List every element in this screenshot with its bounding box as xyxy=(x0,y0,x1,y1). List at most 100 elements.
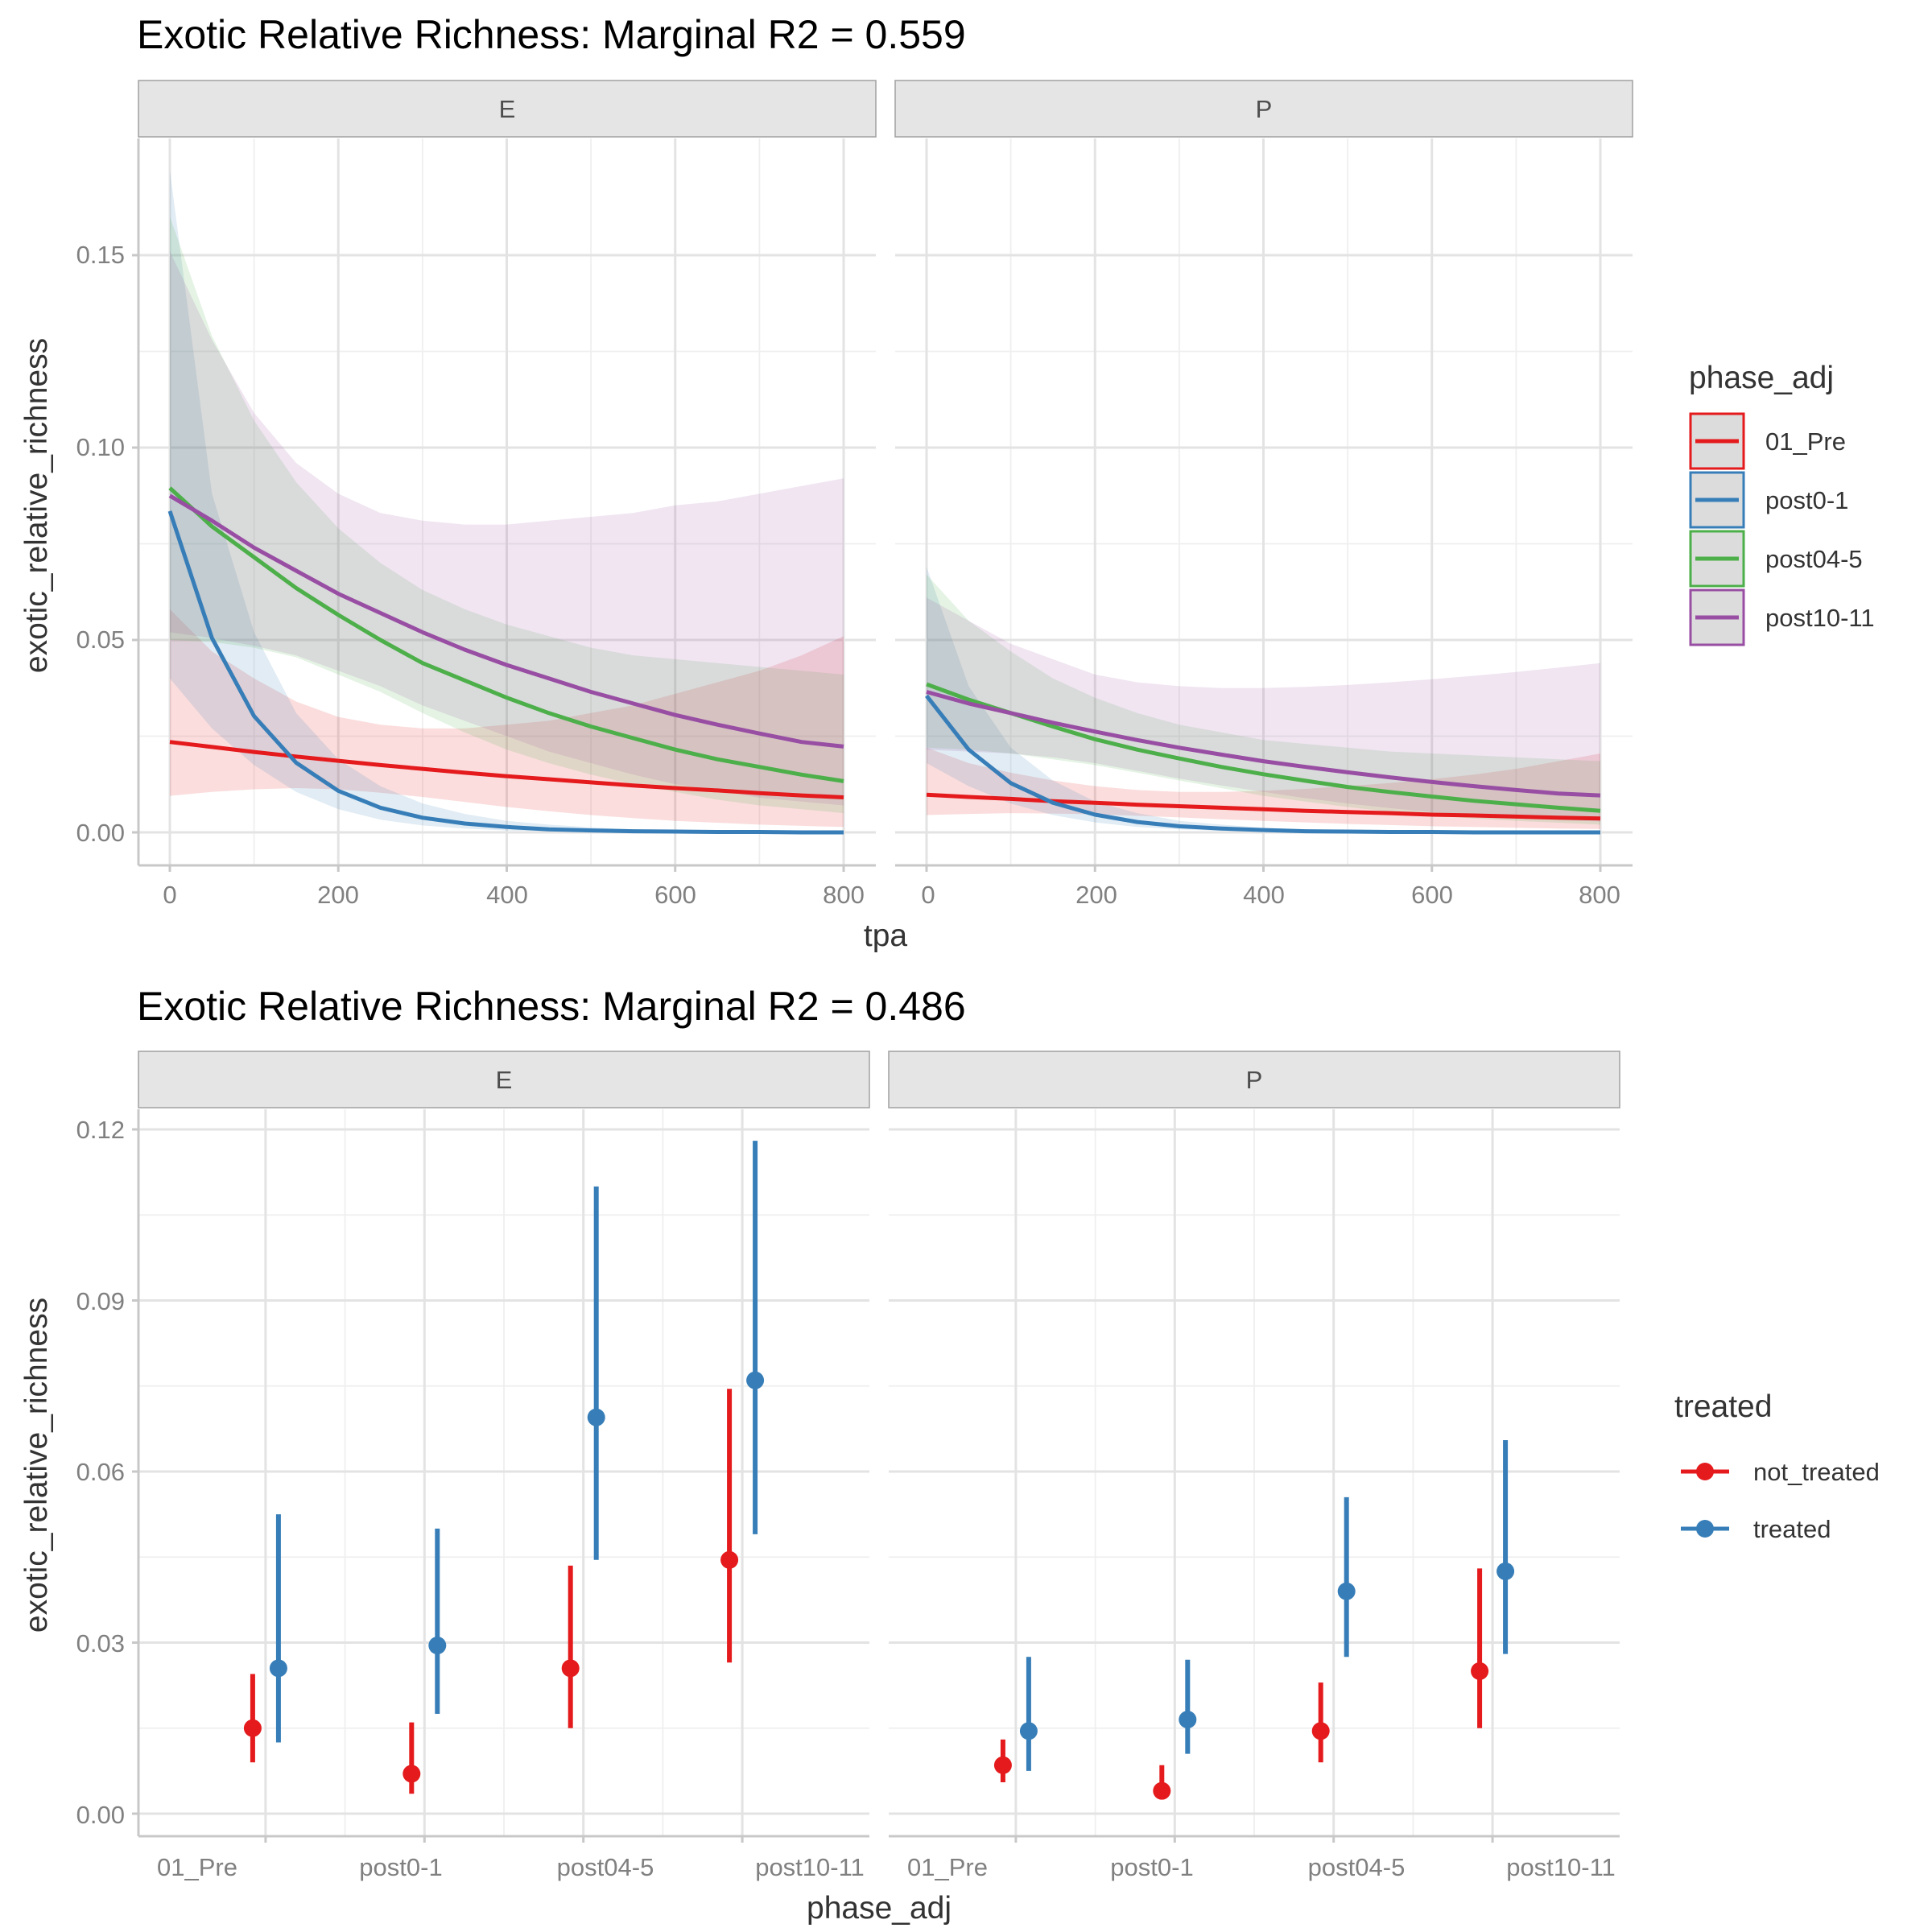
ribbon-post10-11-p xyxy=(927,597,1600,822)
chart2-y-tick-labels: 0.00 0.03 0.06 0.09 0.12 xyxy=(76,1116,125,1829)
chart2-y-tick-label: 0.06 xyxy=(76,1458,125,1486)
chart2-e-axes xyxy=(132,1109,869,1843)
point-treated-01-pre-p xyxy=(1019,1722,1038,1740)
line-post04-5-p xyxy=(926,682,1601,813)
chart1-strip-e-label: E xyxy=(499,95,516,123)
chart1-e-lines xyxy=(167,486,844,835)
point-treated-post0-1-p xyxy=(1179,1711,1197,1729)
legend-label-post04-5: post04-5 xyxy=(1765,545,1863,573)
chart1-x-tick-label: 400 xyxy=(486,881,528,909)
chart1-x-tick-label: 400 xyxy=(1243,881,1285,909)
chart2-x-tick-label: post0-1 xyxy=(1110,1853,1193,1881)
ribbon-post04-5-e xyxy=(170,217,844,814)
point-not-treated-post0-1-p xyxy=(1153,1781,1171,1800)
point-treated-post0-1-e xyxy=(428,1637,447,1655)
chart1-x-tick-labels-e: 0 200 400 600 800 xyxy=(163,881,864,909)
chart2-p-marks xyxy=(993,1440,1515,1800)
chart1-y-axis-title: exotic_relative_richness xyxy=(19,338,54,673)
chart1-y-tick-labels: 0.00 0.05 0.10 0.15 xyxy=(76,241,125,847)
legend-label-01-pre: 01_Pre xyxy=(1765,427,1846,456)
point-not-treated-post10-11-p xyxy=(1471,1662,1489,1680)
ribbon-post10-11-e xyxy=(170,251,844,806)
chart2-strip-p xyxy=(888,1051,1620,1108)
chart2-x-tick-label: post04-5 xyxy=(557,1853,654,1881)
ribbon-01-pre-p xyxy=(927,747,1600,829)
chart2-strip-p-label: P xyxy=(1246,1066,1263,1094)
ribbon-01-pre-e xyxy=(170,609,844,828)
chart1-strip-p-label: P xyxy=(1256,95,1273,123)
chart1-strip-p xyxy=(894,80,1633,138)
chart1-x-tick-labels-p: 0 200 400 600 800 xyxy=(921,881,1620,909)
chart1-legend-title: phase_adj xyxy=(1689,361,1834,395)
legend-label-treated: treated xyxy=(1753,1515,1831,1543)
point-not-treated-post10-11-e xyxy=(720,1550,739,1569)
chart1-title: Exotic Relative Richness: Marginal R2 = … xyxy=(137,12,966,57)
point-treated-01-pre-e xyxy=(269,1659,287,1678)
chart2-x-tick-label: post10-11 xyxy=(755,1853,865,1881)
chart2-y-tick-label: 0.03 xyxy=(76,1629,125,1657)
chart1-y-tick-label: 0.05 xyxy=(76,625,125,654)
point-not-treated-01-pre-e xyxy=(243,1719,262,1737)
chart1-p-axes xyxy=(895,864,1633,872)
chart1-x-tick-label: 0 xyxy=(921,881,935,909)
line-01-pre-p xyxy=(926,792,1601,821)
point-treated-post10-11-e xyxy=(746,1371,765,1389)
legend-label-post0-1: post0-1 xyxy=(1765,486,1848,514)
line-post0-1-p xyxy=(925,694,1600,835)
chart2-x-tick-labels-e: 01_Pre post0-1 post04-5 post10-11 xyxy=(157,1853,865,1881)
chart2-legend-title: treated xyxy=(1674,1389,1772,1424)
chart1-x-tick-label: 200 xyxy=(1075,881,1117,909)
legend-label-not-treated: not_treated xyxy=(1753,1458,1880,1486)
chart1-legend: phase_adj 01_Pre post0-1 post04-5 post10… xyxy=(1689,361,1875,646)
chart1-x-tick-label: 600 xyxy=(1411,881,1453,909)
point-treated-post04-5-p xyxy=(1337,1582,1356,1600)
chart1-x-axis-title: tpa xyxy=(864,919,908,953)
chart2-x-axis-title: phase_adj xyxy=(807,1891,952,1926)
chart2-y-tick-label: 0.12 xyxy=(76,1116,125,1144)
point-not-treated-post04-5-e xyxy=(561,1659,580,1678)
ribbon-post04-5-p xyxy=(927,574,1600,825)
chart1-panel-p: P xyxy=(894,80,1633,872)
chart1-x-tick-label: 600 xyxy=(654,881,696,909)
chart1-x-tick-label: 0 xyxy=(163,881,176,909)
chart2-e-marks xyxy=(243,1141,765,1794)
legend-label-post10-11: post10-11 xyxy=(1765,604,1875,632)
chart2-panel-e: E xyxy=(132,1051,870,1843)
line-post04-5-e xyxy=(168,486,844,783)
chart2-x-tick-label: 01_Pre xyxy=(157,1853,237,1881)
chart1-y-tick-label: 0.00 xyxy=(76,819,125,847)
chart1-panel-e: E xyxy=(132,80,877,872)
chart2-x-tick-labels-p: 01_Pre post0-1 post04-5 post10-11 xyxy=(907,1853,1616,1881)
chart1-strip-e xyxy=(138,80,877,138)
chart1-e-axes xyxy=(132,138,876,872)
line-post0-1-e xyxy=(167,510,844,835)
chart1-y-tick-label: 0.10 xyxy=(76,433,125,461)
chart1-legend-keys xyxy=(1689,412,1745,646)
chart2-legend-keys xyxy=(1681,1463,1729,1538)
point-treated-post04-5-e xyxy=(587,1408,605,1426)
point-not-treated-post0-1-e xyxy=(402,1765,421,1783)
chart1-e-grid xyxy=(138,138,876,865)
chart2-e-grid xyxy=(138,1109,869,1836)
chart1-p-ribbons xyxy=(927,567,1600,832)
chart2-p-axes xyxy=(889,1835,1620,1843)
chart1-p-lines xyxy=(925,682,1601,835)
line-post10-11-p xyxy=(926,690,1601,798)
legend-key-point-not-treated xyxy=(1696,1463,1714,1480)
chart2-y-tick-label: 0.09 xyxy=(76,1287,125,1315)
chart2-title: Exotic Relative Richness: Marginal R2 = … xyxy=(137,984,966,1029)
chart2-y-tick-label: 0.00 xyxy=(76,1801,125,1829)
line-post10-11-e xyxy=(168,493,844,749)
chart2-p-grid xyxy=(889,1109,1620,1836)
chart1-y-tick-label: 0.15 xyxy=(76,241,125,269)
legend-key-point-treated xyxy=(1696,1520,1714,1538)
chart2-x-tick-label: post0-1 xyxy=(359,1853,442,1881)
chart2-strip-e-label: E xyxy=(496,1066,513,1094)
point-not-treated-post04-5-p xyxy=(1311,1722,1330,1740)
chart2-x-tick-label: post10-11 xyxy=(1506,1853,1616,1881)
chart1-x-tick-label: 800 xyxy=(1579,881,1620,909)
chart1-e-ribbons xyxy=(170,170,844,833)
chart2-panel-p: P xyxy=(888,1051,1620,1843)
point-not-treated-01-pre-p xyxy=(993,1756,1012,1774)
